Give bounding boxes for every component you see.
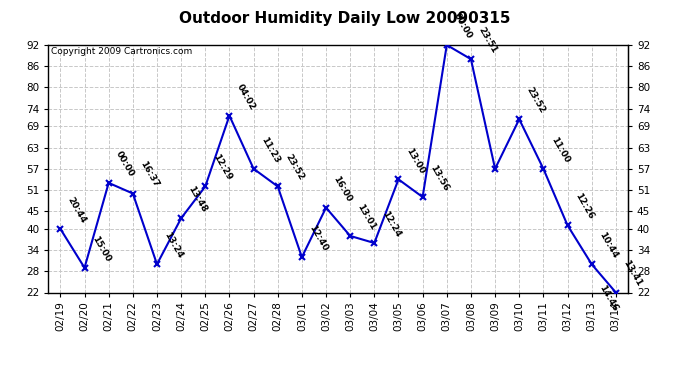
Text: 11:23: 11:23 [259, 135, 282, 165]
Text: 00:00: 00:00 [453, 12, 474, 41]
Text: 13:01: 13:01 [356, 202, 377, 232]
Text: 13:56: 13:56 [428, 164, 451, 193]
Text: 15:00: 15:00 [90, 234, 112, 264]
Text: 13:48: 13:48 [187, 184, 209, 214]
Text: 14:46: 14:46 [598, 284, 620, 313]
Text: 13:00: 13:00 [404, 146, 426, 175]
Text: 12:29: 12:29 [211, 153, 233, 182]
Text: 11:00: 11:00 [549, 135, 571, 165]
Text: 00:00: 00:00 [115, 150, 136, 179]
Text: 13:41: 13:41 [622, 259, 644, 288]
Text: 16:00: 16:00 [332, 174, 353, 204]
Text: 23:51: 23:51 [477, 26, 499, 55]
Text: 16:37: 16:37 [139, 160, 161, 189]
Text: 04:02: 04:02 [235, 82, 257, 111]
Text: 20:44: 20:44 [66, 195, 88, 225]
Text: Copyright 2009 Cartronics.com: Copyright 2009 Cartronics.com [51, 48, 193, 57]
Text: Outdoor Humidity Daily Low 20090315: Outdoor Humidity Daily Low 20090315 [179, 11, 511, 26]
Text: 12:24: 12:24 [380, 209, 402, 239]
Text: 13:24: 13:24 [163, 231, 185, 260]
Text: 12:40: 12:40 [308, 224, 330, 253]
Text: 12:26: 12:26 [573, 192, 595, 221]
Text: 23:52: 23:52 [284, 153, 306, 182]
Text: 10:44: 10:44 [598, 231, 620, 260]
Text: 23:52: 23:52 [525, 86, 547, 115]
